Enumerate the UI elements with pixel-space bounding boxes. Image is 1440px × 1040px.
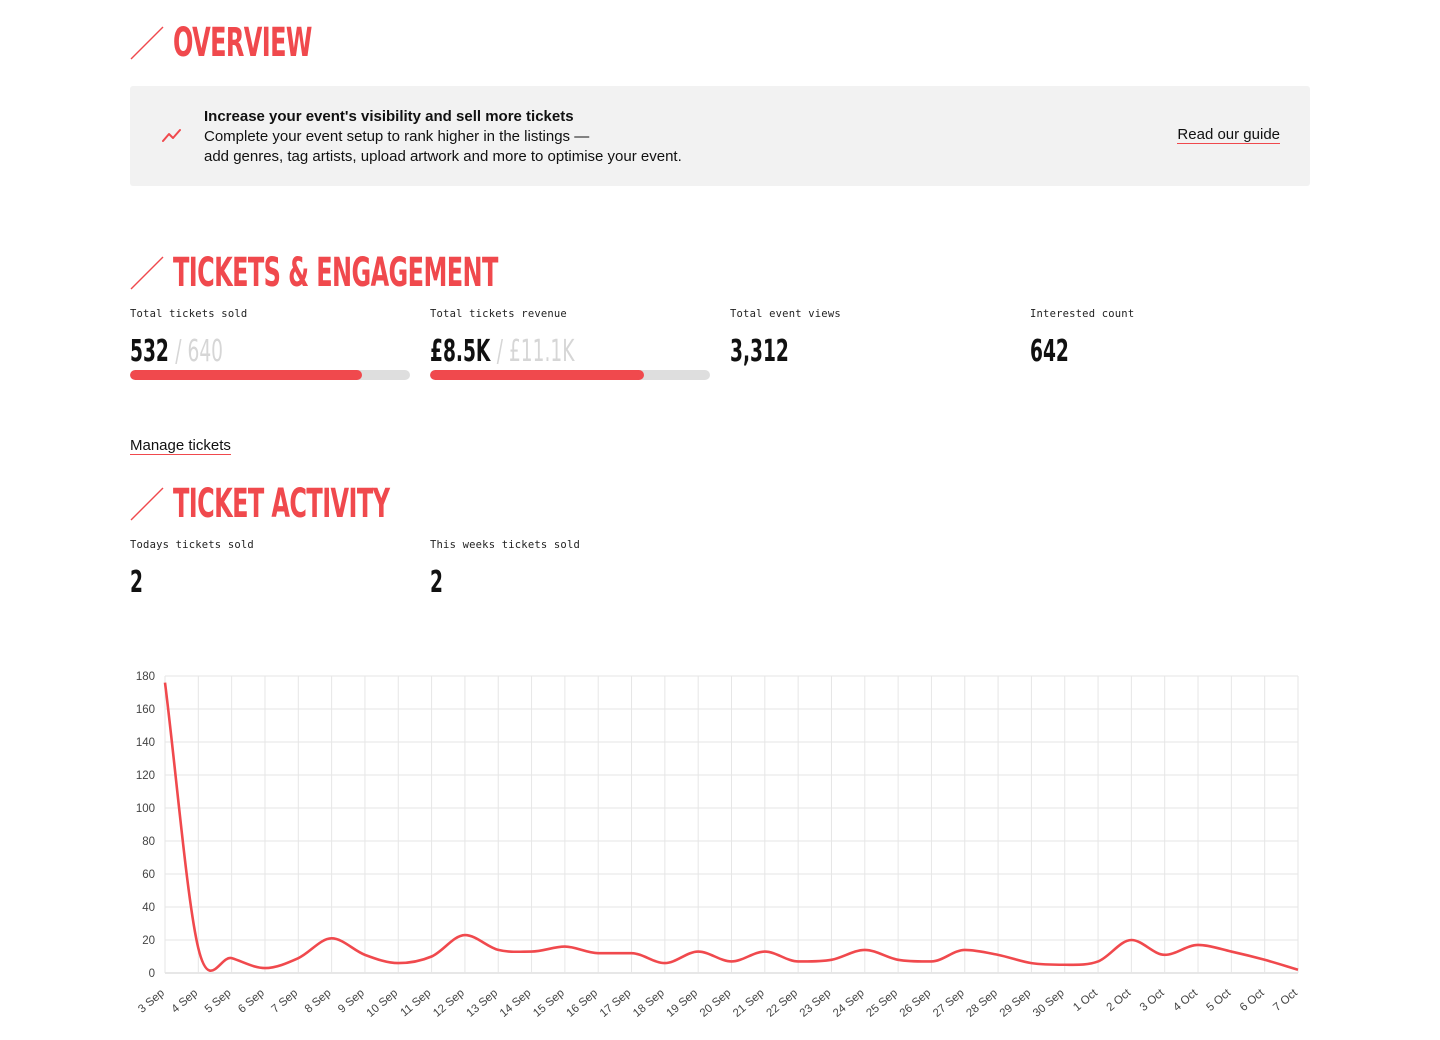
overview-section: OVERVIEW xyxy=(130,19,1310,67)
manage-tickets-link[interactable]: Manage tickets xyxy=(130,437,231,455)
chart-y-tick-label: 160 xyxy=(136,704,155,716)
chart-y-tick-label: 40 xyxy=(142,902,155,914)
banner-title: Increase your event's visibility and sel… xyxy=(204,108,574,125)
stat-todays-tickets-sold: Todays tickets sold 2 xyxy=(130,539,410,600)
chart-x-tick-label: 21 Sep xyxy=(731,987,767,1020)
chart-x-tick-label: 29 Sep xyxy=(998,987,1034,1020)
chart-x-tick-label: 28 Sep xyxy=(964,987,1000,1020)
stat-value: 642 xyxy=(1030,334,1069,369)
chart-y-tick-label: 0 xyxy=(149,968,155,980)
section-title-activity: TICKET ACTIVITY xyxy=(173,481,390,527)
stat-value: 532 / 640 xyxy=(130,334,223,369)
engagement-section: TICKETS & ENGAGEMENT xyxy=(130,249,1310,297)
stat-value-total: / £11.1K xyxy=(496,334,575,369)
chart-y-tick-label: 80 xyxy=(142,836,155,848)
stat-total-event-views: Total event views 3,312 xyxy=(730,308,1010,369)
stat-value-main: 532 xyxy=(130,334,169,369)
chart-series-line xyxy=(163,682,1299,972)
trending-up-icon xyxy=(162,129,181,142)
chart-x-tick-label: 25 Sep xyxy=(864,987,900,1020)
chart-x-tick-label: 5 Sep xyxy=(203,987,234,1016)
section-title-engagement: TICKETS & ENGAGEMENT xyxy=(173,250,498,296)
chart-x-tick-label: 18 Sep xyxy=(631,987,667,1020)
chart-y-tick-label: 20 xyxy=(142,935,155,947)
chart-x-tick-label: 22 Sep xyxy=(764,987,800,1020)
chart-x-tick-label: 8 Sep xyxy=(303,987,334,1016)
slash-icon xyxy=(130,256,164,290)
chart-x-tick-label: 27 Sep xyxy=(931,987,967,1020)
chart-x-tick-label: 7 Oct xyxy=(1271,987,1300,1014)
slash-icon xyxy=(130,26,164,60)
chart-x-tick-label: 2 Oct xyxy=(1105,987,1134,1014)
chart-x-tick-label: 9 Sep xyxy=(336,987,367,1016)
stat-label: Interested count xyxy=(1030,308,1135,320)
banner-line-1: Complete your event setup to rank higher… xyxy=(204,128,590,145)
visibility-banner: Increase your event's visibility and sel… xyxy=(130,86,1310,186)
chart-x-tick-label: 6 Oct xyxy=(1238,987,1267,1014)
chart-x-tick-label: 5 Oct xyxy=(1205,987,1234,1014)
chart-x-tick-label: 16 Sep xyxy=(564,987,600,1020)
chart-x-tick-label: 14 Sep xyxy=(498,987,534,1020)
chart-y-tick-label: 60 xyxy=(142,869,155,881)
read-guide-link[interactable]: Read our guide xyxy=(1177,126,1280,144)
stat-label: Total tickets revenue xyxy=(430,308,567,320)
stat-weeks-tickets-sold: This weeks tickets sold 2 xyxy=(430,539,710,600)
tickets-progress-fill xyxy=(130,370,363,380)
chart-x-tick-label: 26 Sep xyxy=(898,987,934,1020)
chart-y-tick-label: 180 xyxy=(136,671,155,683)
slash-icon xyxy=(130,487,164,521)
banner-text: Increase your event's visibility and sel… xyxy=(204,107,682,167)
chart-x-tick-label: 4 Oct xyxy=(1171,987,1200,1014)
stat-total-tickets-sold: Total tickets sold 532 / 640 xyxy=(130,308,410,380)
stat-value: 2 xyxy=(430,565,443,600)
stat-total-tickets-revenue: Total tickets revenue £8.5K / £11.1K xyxy=(430,308,710,380)
revenue-progress-bar xyxy=(430,370,710,380)
activity-header: TICKET ACTIVITY xyxy=(130,480,1310,528)
chart-x-tick-label: 1 Oct xyxy=(1071,987,1100,1014)
chart-x-tick-label: 7 Sep xyxy=(269,987,300,1016)
stat-value: 2 xyxy=(130,565,143,600)
engagement-header: TICKETS & ENGAGEMENT xyxy=(130,249,1310,297)
chart-x-tick-label: 6 Sep xyxy=(236,987,267,1016)
stat-value-total: / 640 xyxy=(175,334,223,369)
chart-x-tick-label: 12 Sep xyxy=(431,987,467,1020)
section-title-overview: OVERVIEW xyxy=(173,20,312,66)
stat-label: This weeks tickets sold xyxy=(430,539,580,551)
revenue-progress-fill xyxy=(430,370,645,380)
stat-value-main: £8.5K xyxy=(430,334,491,369)
chart-y-tick-label: 140 xyxy=(136,737,155,749)
chart-x-tick-label: 15 Sep xyxy=(531,987,567,1020)
chart-y-tick-label: 120 xyxy=(136,770,155,782)
chart-x-tick-label: 20 Sep xyxy=(698,987,734,1020)
chart-x-tick-label: 19 Sep xyxy=(664,987,700,1020)
tickets-progress-bar xyxy=(130,370,410,380)
overview-header: OVERVIEW xyxy=(130,19,1310,67)
banner-line-2: add genres, tag artists, upload artwork … xyxy=(204,148,682,165)
stat-value: 3,312 xyxy=(730,334,789,369)
chart-x-tick-label: 30 Sep xyxy=(1031,987,1067,1020)
stat-interested-count: Interested count 642 xyxy=(1030,308,1310,369)
chart-x-tick-label: 13 Sep xyxy=(465,987,501,1020)
stat-label: Total event views xyxy=(730,308,841,320)
activity-section: TICKET ACTIVITY xyxy=(130,480,1310,528)
stat-label: Todays tickets sold xyxy=(130,539,254,551)
chart-x-tick-label: 3 Sep xyxy=(136,987,167,1016)
chart-x-tick-label: 10 Sep xyxy=(365,987,401,1020)
chart-x-tick-label: 4 Sep xyxy=(170,987,201,1016)
stat-label: Total tickets sold xyxy=(130,308,248,320)
chart-x-tick-label: 11 Sep xyxy=(399,987,434,1019)
chart-x-tick-label: 17 Sep xyxy=(598,987,634,1020)
chart-x-tick-label: 23 Sep xyxy=(798,987,834,1020)
chart-y-tick-label: 100 xyxy=(136,803,155,815)
stat-value: £8.5K / £11.1K xyxy=(430,334,574,369)
chart-x-tick-label: 24 Sep xyxy=(831,987,867,1020)
chart-x-tick-label: 3 Oct xyxy=(1138,987,1167,1014)
